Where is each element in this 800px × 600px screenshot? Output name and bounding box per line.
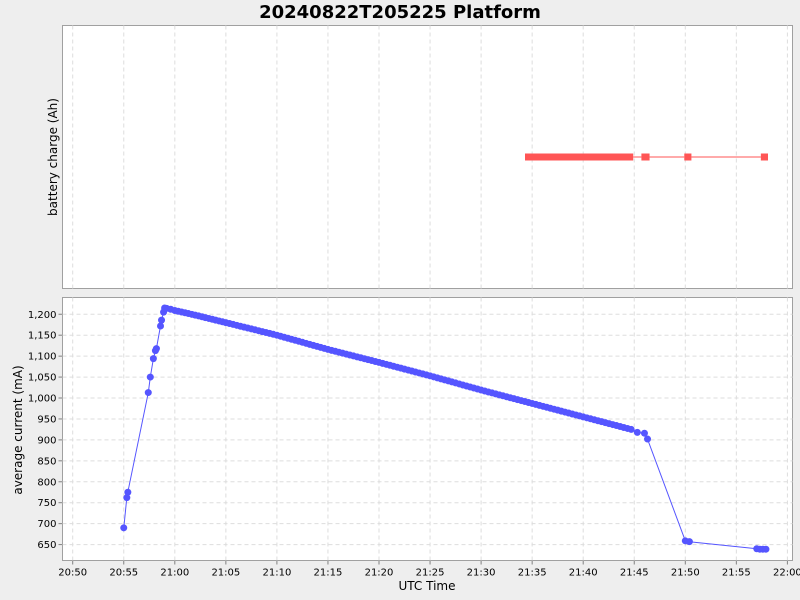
average-current-point [157, 322, 165, 330]
y-tick-label: 650 [37, 540, 56, 551]
average-current-point [149, 355, 157, 363]
average-current-point [640, 429, 648, 437]
x-tick-label: 21:30 [467, 568, 496, 579]
x-tick-label: 22:00 [773, 568, 800, 579]
x-tick-label: 21:15 [314, 568, 343, 579]
y-tick-label: 700 [37, 519, 56, 530]
average-current-point [627, 425, 635, 433]
x-tick-label: 21:00 [160, 568, 189, 579]
y-tick-label: 1,000 [28, 394, 57, 405]
average-current-point [152, 345, 160, 353]
average-current-point [426, 372, 434, 380]
average-current-point [222, 319, 230, 327]
average-current-point [633, 428, 641, 436]
y-tick-label: 1,150 [28, 331, 57, 342]
panel-battery-charge: battery charge (Ah) [46, 25, 793, 289]
average-current-point [375, 358, 383, 366]
y-tick-label: 850 [37, 456, 56, 467]
x-tick-label: 21:35 [518, 568, 547, 579]
x-axis-ticks: 20:50 20:55 21:00 21:05 21:10 21:15 21:20 21:25… [58, 560, 800, 579]
y-tick-label: 900 [37, 435, 56, 446]
average-current-point [644, 435, 652, 443]
x-tick-label: 21:40 [569, 568, 598, 579]
y-axis-ticks-bottom: 650 700 750 800 850 900 950 1,000 1,050 1,100 1,15… [28, 310, 63, 551]
y-tick-label: 1,100 [28, 352, 57, 363]
y-tick-label: 1,200 [28, 310, 57, 321]
panel-average-current: 650 700 750 800 850 900 950 1,000 1,050 1,100 1,15… [11, 297, 793, 561]
y-axis-label-top: battery charge (Ah) [46, 98, 60, 216]
average-current-point [579, 413, 587, 421]
x-tick-label: 21:05 [211, 568, 240, 579]
average-current-point [191, 311, 199, 319]
average-current-point [273, 331, 281, 339]
x-tick-label: 21:45 [620, 568, 649, 579]
average-current-point [124, 488, 132, 496]
chart-title: 20240822T205225 Platform [259, 2, 541, 23]
x-tick-label: 21:20 [365, 568, 394, 579]
x-tick-label: 20:55 [109, 568, 138, 579]
y-tick-label: 750 [37, 498, 56, 509]
average-current-point [144, 389, 152, 397]
y-tick-label: 800 [37, 477, 56, 488]
series-average-current [120, 304, 770, 553]
grid-top [72, 25, 788, 289]
x-tick-label: 21:50 [671, 568, 700, 579]
x-tick-label: 20:50 [58, 568, 87, 579]
x-tick-label: 21:55 [722, 568, 751, 579]
average-current-point [146, 373, 154, 381]
y-axis-label-bottom: average current (mA) [11, 365, 25, 494]
x-tick-label: 21:10 [262, 568, 291, 579]
average-current-point [528, 399, 536, 407]
plot-area-bottom [62, 297, 793, 561]
average-current-point [685, 538, 693, 546]
average-current-point [324, 345, 332, 353]
x-axis-label: UTC Time [399, 579, 456, 593]
average-current-point [477, 386, 485, 394]
average-current-point [158, 316, 166, 324]
average-current-point [120, 524, 128, 532]
average-current-point [762, 545, 770, 553]
average-current-point [123, 494, 131, 502]
y-tick-label: 950 [37, 414, 56, 425]
average-current-point [171, 306, 179, 314]
y-tick-label: 1,050 [28, 373, 57, 384]
x-tick-label: 21:25 [416, 568, 445, 579]
